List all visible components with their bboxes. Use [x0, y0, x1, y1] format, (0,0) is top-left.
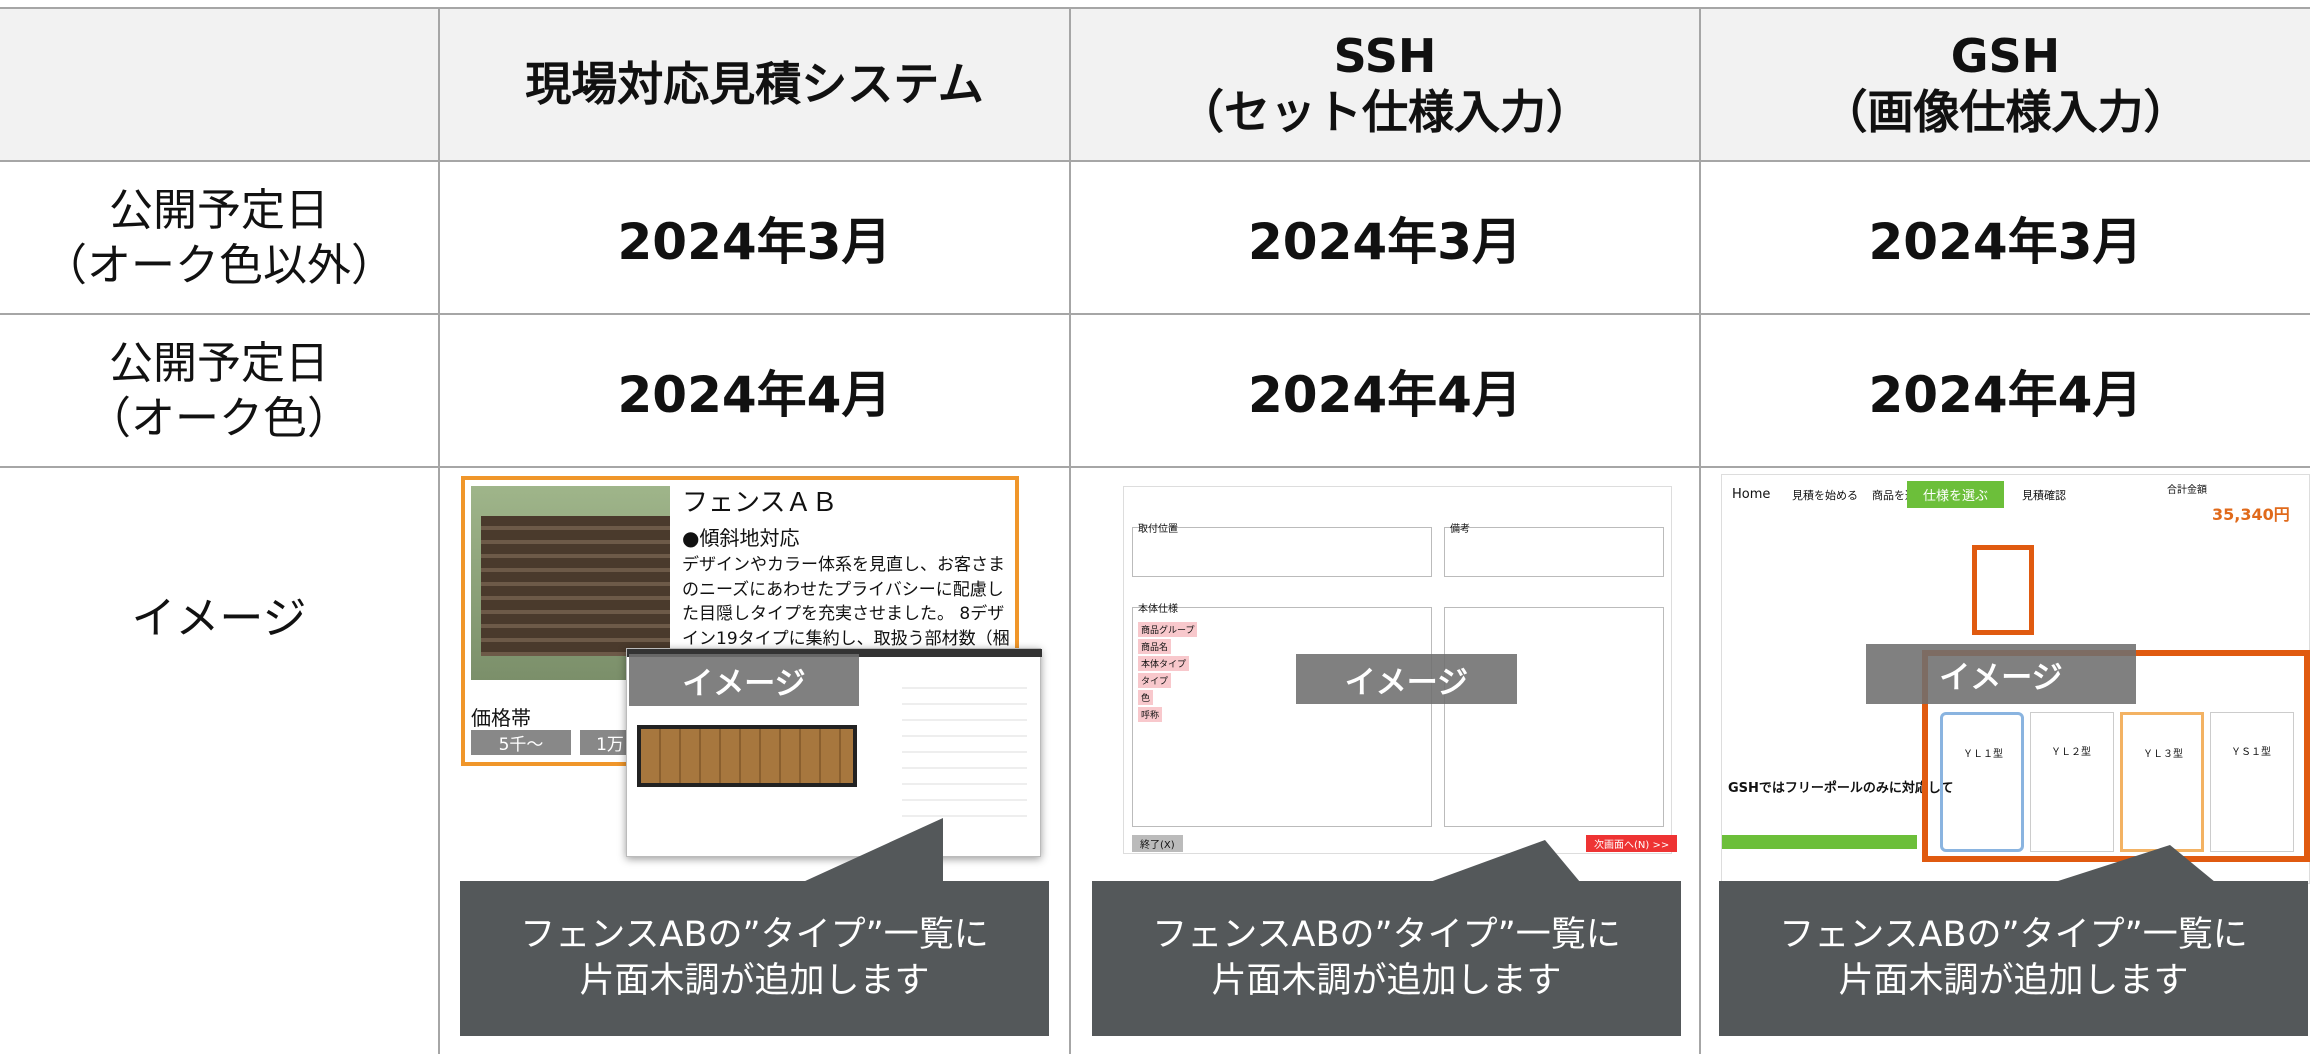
step: 見積を始める [1792, 489, 1858, 502]
screen-title: フェンスＡＢ [682, 488, 838, 518]
callout-line: フェンスABの”タイプ”一覧に [1152, 915, 1621, 955]
row-label: 公開予定日 （オーク色） [0, 315, 438, 466]
date-cell: 2024年4月 [617, 365, 892, 424]
panel [1132, 607, 1432, 827]
type-card: ＹＬ２型 [2030, 712, 2114, 852]
rule [0, 7, 2310, 9]
button: 次画面へ(N) >> [1586, 835, 1678, 852]
row-label: 公開予定日 （オーク色以外） [0, 162, 438, 313]
dialog-bar [627, 649, 1042, 657]
image-overlay: イメージ [1296, 654, 1517, 704]
date-cell: 2024年4月 [1868, 365, 2143, 424]
price-label: 価格帯 [471, 706, 531, 730]
note: GSHではフリーポールのみに対応して [1728, 781, 1954, 796]
date-cell: 2024年3月 [1868, 212, 2143, 271]
total: 35,340円 [2212, 505, 2290, 524]
row-label-line: （オーク色） [87, 392, 351, 444]
field: 色 [1138, 690, 1154, 705]
callout-line: フェンスABの”タイプ”一覧に [1779, 915, 2248, 955]
pointer [2055, 845, 2215, 882]
button [1722, 835, 1917, 849]
fence-preview [637, 725, 857, 787]
row-label-line: （オーク色以外） [43, 239, 395, 291]
fence [481, 516, 670, 656]
callout-line: 片面木調が追加します [1838, 960, 2189, 1001]
field: 呼称 [1138, 707, 1163, 722]
row-label-line: イメージ [131, 592, 307, 644]
rule [0, 160, 2310, 162]
header-line: （画像仕様入力） [1821, 84, 2190, 139]
screen-text: デザインやカラー体系を見直し、お客さまのニーズにあわせたプライバシーに配慮した目… [682, 555, 1010, 649]
button: 終了(X) [1132, 835, 1183, 852]
rule [1699, 7, 1701, 1054]
field: タイプ [1138, 673, 1172, 688]
pointer [1430, 840, 1580, 882]
total-label: 合計金額 [2167, 485, 2207, 496]
field: 商品グループ [1138, 622, 1198, 637]
image-overlay: イメージ [629, 654, 859, 706]
image-overlay: イメージ [1866, 644, 2136, 704]
header-cell: SSH （セット仕様入力） [1071, 9, 1699, 160]
screen-feature: ●傾斜地対応 [682, 526, 800, 550]
callout: フェンスABの”タイプ”一覧に 片面木調が追加します [460, 881, 1049, 1036]
callout: フェンスABの”タイプ”一覧に 片面木調が追加します [1719, 881, 2308, 1036]
field: 商品名 [1138, 639, 1172, 654]
header-bg [0, 7, 2310, 161]
dialog-fields [902, 673, 1027, 823]
price-chip: 5千～ [471, 730, 571, 755]
field: 取付位置 [1138, 524, 1178, 535]
pointer [803, 818, 943, 882]
rule [1069, 7, 1071, 1054]
header-line: 現場対応見積システム [525, 56, 984, 111]
header-cell: 現場対応見積システム [440, 9, 1069, 160]
type-card: ＹＳ１型 [2210, 712, 2294, 852]
type-label: ＹＬ１型 [1963, 749, 2003, 760]
type-label: ＹＬ２型 [2051, 747, 2091, 758]
step: Home [1732, 487, 1771, 502]
header-line: GSH [1950, 29, 2061, 84]
step: 見積確認 [2022, 489, 2066, 502]
field: 本体仕様 [1138, 604, 1178, 615]
panel [1444, 527, 1664, 577]
row-label: イメージ [0, 468, 438, 768]
type-card: ＹＬ１型 [1940, 712, 2024, 852]
row-label-line: 公開予定日 [109, 337, 329, 389]
photo [471, 486, 670, 680]
panel [1132, 527, 1432, 577]
callout-line: フェンスABの”タイプ”一覧に [520, 915, 989, 955]
rule [0, 466, 2310, 468]
field: 本体タイプ [1138, 656, 1190, 671]
step: 仕様を選ぶ [1907, 481, 2005, 508]
header-cell: GSH （画像仕様入力） [1701, 9, 2310, 160]
panel [1444, 607, 1664, 827]
field: 備考 [1450, 524, 1470, 535]
type-label: ＹＬ３型 [2143, 749, 2183, 760]
row-label-line: 公開予定日 [109, 184, 329, 236]
header-line: SSH [1333, 29, 1437, 84]
highlight [1972, 545, 2034, 635]
callout: フェンスABの”タイプ”一覧に 片面木調が追加します [1092, 881, 1681, 1036]
header-line: （セット仕様入力） [1178, 84, 1592, 139]
callout-line: 片面木調が追加します [1211, 960, 1562, 1001]
date-cell: 2024年3月 [617, 212, 892, 271]
date-cell: 2024年4月 [1248, 365, 1522, 424]
rule [0, 313, 2310, 315]
date-cell: 2024年3月 [1248, 212, 1522, 271]
callout-line: 片面木調が追加します [579, 960, 930, 1001]
type-label: ＹＳ１型 [2231, 747, 2271, 758]
rule [438, 7, 440, 1054]
